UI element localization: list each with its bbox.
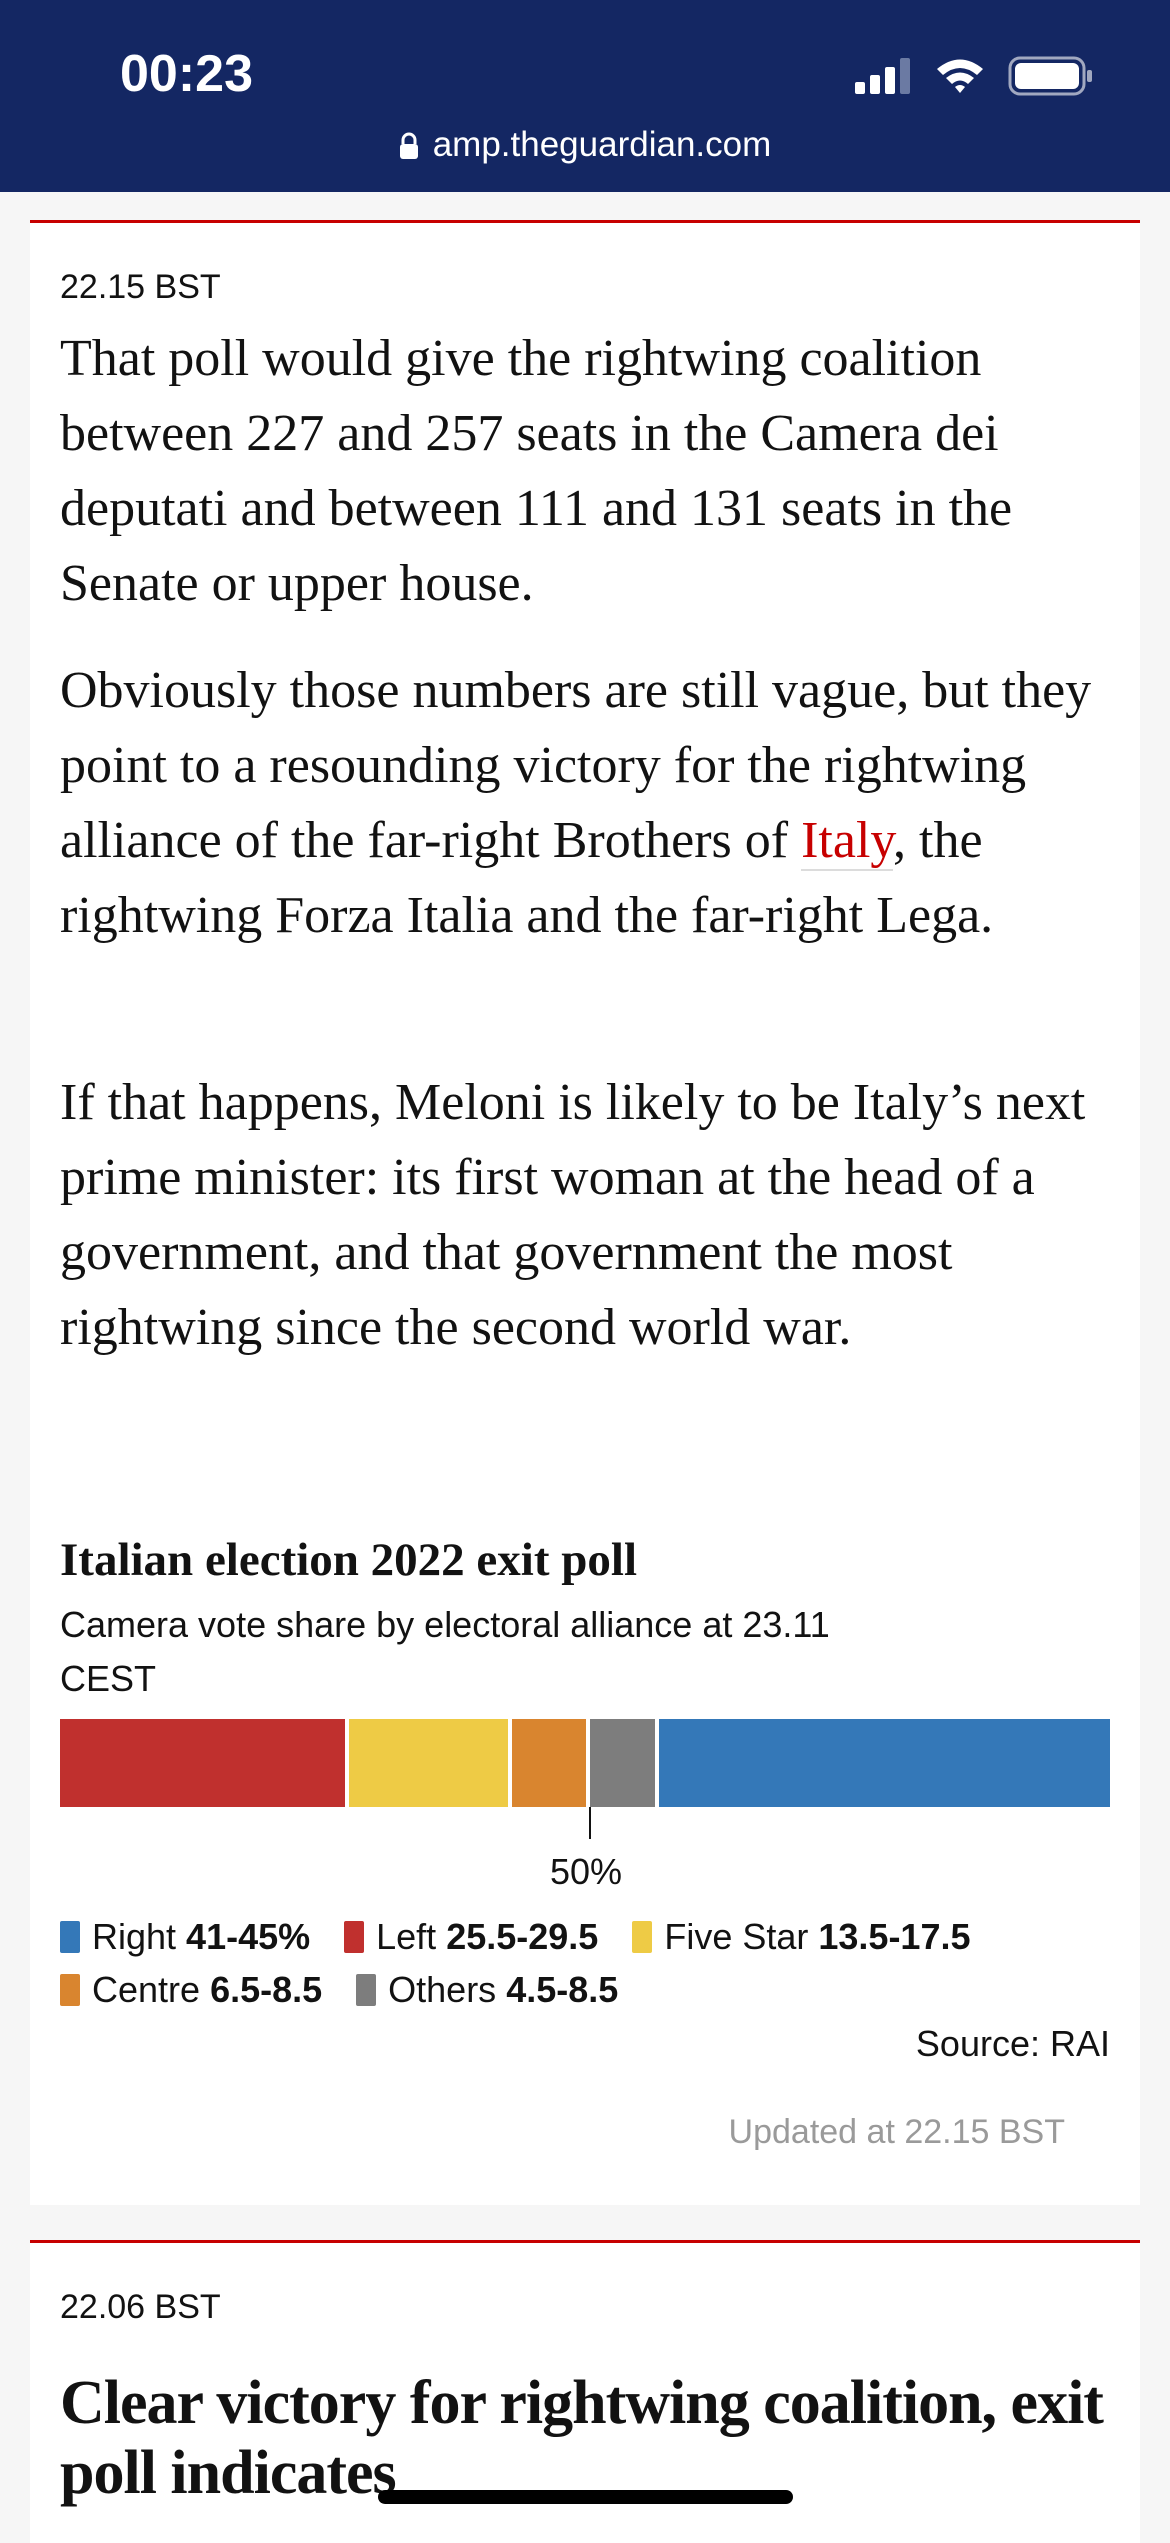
home-indicator[interactable] bbox=[378, 2490, 793, 2504]
lock-icon bbox=[399, 132, 418, 159]
legend-item-centre: Centre 6.5-8.5 bbox=[60, 1969, 322, 2011]
italy-link[interactable]: Italy bbox=[801, 812, 894, 871]
paragraph-2-prefix: Obviously those numbers are still vague,… bbox=[60, 662, 1092, 869]
legend-item-others: Others 4.5-8.5 bbox=[356, 1969, 618, 2011]
paragraph-2-suffix: , the rightwing Forza Italia and the far… bbox=[60, 812, 994, 944]
bar-segment-left bbox=[60, 1719, 349, 1807]
bar-segment-others bbox=[590, 1719, 659, 1807]
legend-item-left: Left 25.5-29.5 bbox=[344, 1916, 598, 1958]
legend-item-five-star: Five Star 13.5-17.5 bbox=[632, 1916, 971, 1958]
legend-value: 13.5-17.5 bbox=[818, 1916, 971, 1957]
paragraph-3: If that happens, Meloni is likely to be … bbox=[60, 1074, 1086, 1356]
legend-label: Five Star bbox=[664, 1916, 819, 1957]
entry-timestamp[interactable]: 22.15 BST bbox=[60, 268, 221, 306]
battery-icon bbox=[1008, 56, 1092, 96]
legend-label: Right bbox=[92, 1916, 187, 1957]
status-time: 00:23 bbox=[120, 45, 253, 103]
entry-timestamp-2[interactable]: 22.06 BST bbox=[60, 2288, 221, 2326]
legend-swatch bbox=[356, 1974, 377, 2006]
legend-label: Left bbox=[376, 1916, 447, 1957]
chart-source: Source: RAI bbox=[915, 2023, 1110, 2064]
stacked-bar-chart bbox=[60, 1719, 1110, 1807]
entry-headline: Clear victory for rightwing coalition, e… bbox=[60, 2369, 1104, 2507]
legend-item-right: Right 41-45% bbox=[60, 1916, 310, 1958]
legend-swatch bbox=[60, 1974, 80, 2006]
updated-timestamp: Updated at 22.15 BST bbox=[728, 2113, 1065, 2151]
legend-value: 41-45% bbox=[186, 1916, 311, 1957]
status-bar: 00:23 amp.theguardian.com bbox=[0, 0, 1170, 192]
legend-swatch bbox=[60, 1921, 80, 1953]
legend-row-1: Right 41-45% Left 25.5-29.5 Five Star 13.5… bbox=[60, 1916, 1005, 1958]
legend-row-2: Centre 6.5-8.5 Others 4.5-8.5 bbox=[60, 1969, 652, 2011]
paragraph-1: That poll would give the rightwing coali… bbox=[60, 330, 1013, 612]
bar-segment-five-star bbox=[348, 1719, 512, 1807]
live-blog-entry: 22.15 BST That poll would give the right… bbox=[30, 220, 1140, 2205]
midline-tick bbox=[589, 1807, 591, 1839]
paragraph-2: Obviously those numbers are still vague,… bbox=[60, 653, 1140, 953]
chart-title: Italian election 2022 exit poll bbox=[60, 1534, 638, 1586]
url-text: amp.theguardian.com bbox=[432, 125, 772, 164]
legend-value: 6.5-8.5 bbox=[210, 1969, 323, 2010]
legend-label: Centre bbox=[92, 1969, 211, 2010]
legend-value: 4.5-8.5 bbox=[506, 1969, 619, 2010]
wifi-icon bbox=[937, 59, 983, 93]
legend-label: Others bbox=[388, 1969, 507, 2010]
bar-segment-right bbox=[658, 1719, 1110, 1807]
bar-segment-centre bbox=[511, 1719, 591, 1807]
address-bar[interactable]: amp.theguardian.com bbox=[0, 125, 1170, 165]
legend-swatch bbox=[632, 1921, 653, 1953]
legend-swatch bbox=[344, 1921, 365, 1953]
midline-label: 50% bbox=[550, 1851, 623, 1892]
chart-subtitle: Camera vote share by electoral alliance … bbox=[60, 1604, 830, 1699]
legend-value: 25.5-29.5 bbox=[446, 1916, 599, 1957]
cellular-signal-icon bbox=[855, 58, 910, 94]
